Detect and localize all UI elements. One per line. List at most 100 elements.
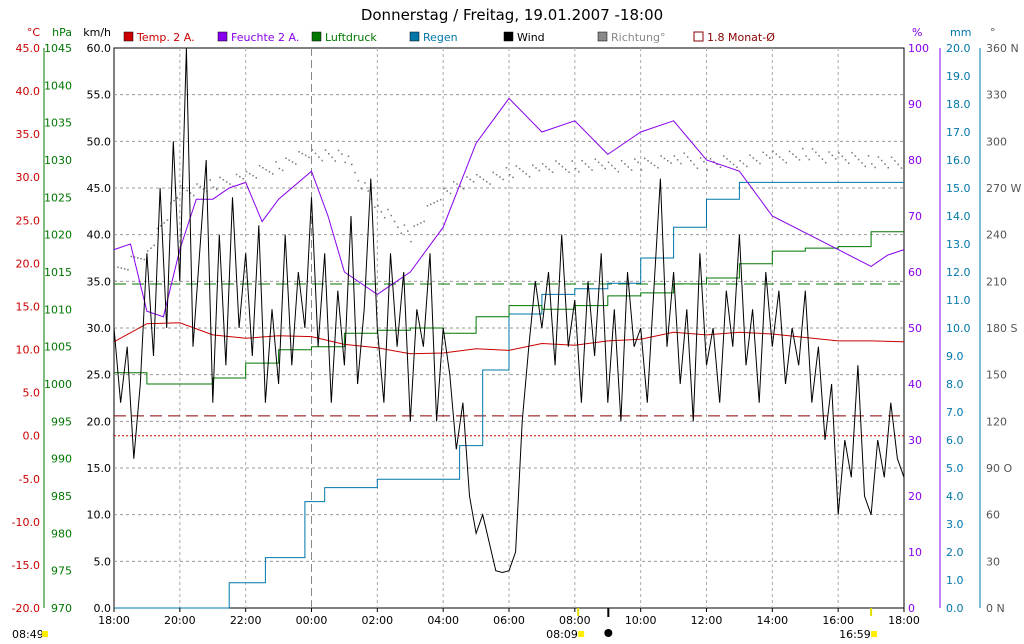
direction-point — [535, 167, 537, 169]
direction-point — [778, 156, 781, 158]
direction-point — [871, 163, 873, 165]
direction-point — [439, 198, 442, 201]
wind-axis-tick-label: 40.0 — [87, 229, 112, 242]
pressure-axis-tick-label: 1000 — [44, 378, 72, 391]
direction-point — [877, 156, 880, 158]
direction-point — [867, 155, 870, 157]
event-label: 16:59 — [839, 628, 871, 641]
direction-point — [453, 181, 455, 183]
direction-point — [196, 183, 198, 185]
x-tick-label: 12:00 — [691, 614, 723, 627]
temp-axis-tick-label: 10.0 — [16, 344, 41, 357]
wind-axis-unit: km/h — [83, 26, 111, 39]
humidity-axis-tick-label: 90 — [908, 98, 922, 111]
direction-point — [407, 230, 409, 232]
direction-point — [183, 187, 185, 189]
direction-point — [268, 171, 271, 173]
pressure-axis-tick-label: 1025 — [44, 191, 72, 204]
pressure-axis-tick-label: 1010 — [44, 303, 72, 316]
rain-axis-tick-label: 6.0 — [946, 434, 964, 447]
direction-point — [811, 148, 814, 150]
x-tick-label: 00:00 — [296, 614, 328, 627]
direction-point — [199, 185, 202, 188]
pressure-axis-tick-label: 980 — [51, 527, 72, 540]
direction-point — [528, 175, 531, 178]
direction-point — [683, 152, 685, 154]
wind-series-line — [113, 47, 905, 574]
humidity-series-line — [113, 97, 905, 318]
direction-axis-tick-label: 120 — [986, 415, 1007, 428]
wind-axis-tick-label: 25.0 — [87, 369, 112, 382]
legend-label: Wind — [517, 31, 545, 44]
pressure-axis-tick-label: 1045 — [44, 42, 72, 55]
legend-label: Feuchte 2 A. — [231, 31, 299, 44]
direction-point — [703, 160, 705, 163]
direction-point — [887, 167, 889, 169]
direction-point — [798, 159, 801, 161]
direction-point — [588, 166, 590, 168]
direction-point — [831, 154, 834, 157]
direction-point — [173, 199, 175, 202]
direction-point — [634, 158, 636, 160]
x-tick-label: 16:00 — [822, 614, 854, 627]
direction-point — [611, 164, 613, 167]
direction-point — [568, 171, 570, 173]
humidity-axis-tick-label: 50 — [908, 322, 922, 335]
direction-point — [574, 167, 577, 170]
direction-point — [713, 160, 715, 163]
direction-axis-tick-label: 210 — [986, 275, 1007, 288]
direction-point — [430, 203, 432, 206]
event-marker: 08:49 — [12, 628, 48, 641]
event-marker: 08:09 — [546, 608, 585, 641]
wind-axis-tick-label: 45.0 — [87, 182, 112, 195]
direction-point — [729, 160, 731, 163]
direction-point — [344, 161, 346, 164]
direction-point — [383, 216, 386, 219]
direction-point — [321, 159, 323, 162]
direction-point — [397, 226, 399, 229]
direction-point — [864, 165, 866, 168]
pressure-axis-tick-label: 970 — [51, 602, 72, 615]
direction-point — [545, 165, 547, 168]
legend-item: Wind — [503, 31, 545, 44]
pressure-axis-tick-label: 990 — [51, 453, 72, 466]
sun-marker — [42, 631, 48, 637]
direction-point — [765, 154, 768, 156]
direction-point — [607, 161, 610, 164]
temp-axis-unit: °C — [27, 26, 41, 39]
direction-point — [653, 164, 656, 167]
direction-point — [861, 162, 863, 164]
direction-point — [420, 222, 422, 224]
direction-axis-tick-label: 270 W — [986, 182, 1021, 195]
x-tick-label: 20:00 — [164, 614, 196, 627]
direction-point — [815, 151, 817, 154]
rain-series-line — [114, 181, 904, 609]
direction-point — [456, 183, 458, 185]
rain-axis-tick-label: 8.0 — [946, 378, 964, 391]
direction-point — [140, 258, 142, 260]
temp-axis-tick-label: 30.0 — [16, 171, 41, 184]
direction-point — [686, 156, 689, 158]
temp-axis-tick-label: -20.0 — [12, 602, 40, 615]
rain-axis-tick-label: 12.0 — [946, 266, 971, 279]
direction-point — [657, 167, 659, 169]
plot-area — [113, 47, 905, 609]
direction-point — [235, 173, 238, 176]
legend-label: Richtung° — [611, 31, 665, 44]
temp-axis-tick-label: 35.0 — [16, 128, 41, 141]
direction-point — [413, 225, 415, 227]
rain-axis-tick-label: 17.0 — [946, 126, 971, 139]
direction-point — [357, 179, 360, 182]
humidity-axis-tick-label: 30 — [908, 434, 922, 447]
direction-point — [548, 168, 550, 171]
wind-axis-tick-label: 15.0 — [87, 462, 112, 475]
direction-point — [614, 167, 616, 170]
direction-axis-tick-label: 330 — [986, 89, 1007, 102]
pressure-series-line — [114, 231, 904, 385]
direction-point — [265, 169, 267, 171]
rain-axis-tick-label: 11.0 — [946, 294, 971, 307]
direction-axis-tick-label: 240 — [986, 229, 1007, 242]
legend-label: Temp. 2 A. — [136, 31, 195, 44]
direction-point — [591, 169, 593, 171]
direction-point — [706, 169, 708, 171]
